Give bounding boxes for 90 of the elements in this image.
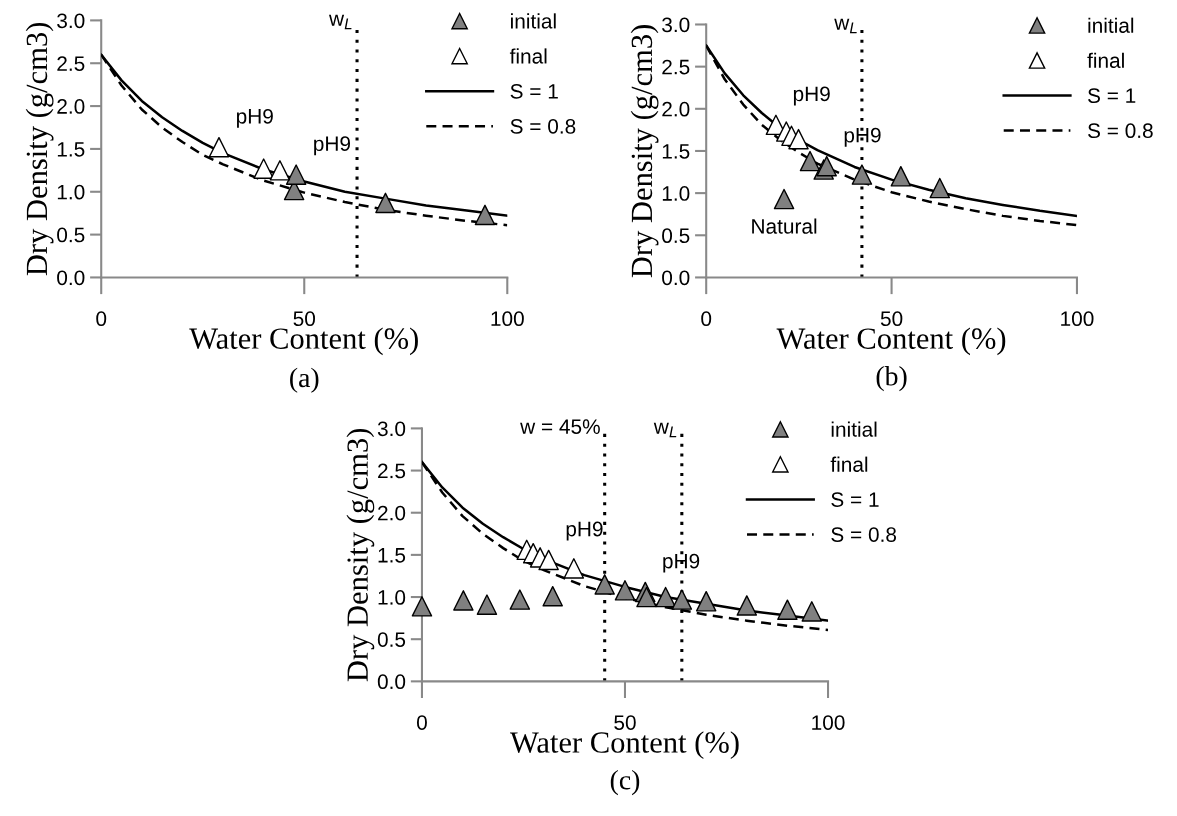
y-tick-label: 3.0 <box>57 13 85 29</box>
point <box>695 590 717 612</box>
y-tick-label: 3.0 <box>377 421 406 437</box>
point <box>671 589 693 610</box>
y-tick-label: 2.0 <box>662 101 690 117</box>
y-tick-label: 1.5 <box>57 142 85 157</box>
point <box>269 160 291 181</box>
y-tick-label: 0.5 <box>57 227 85 243</box>
annotation: pH9 <box>566 521 603 541</box>
x-axis-title: Water Content (%) <box>510 731 739 760</box>
y-tick-label: 0.0 <box>57 270 85 286</box>
annotation: pH9 <box>844 127 881 147</box>
legend-label: final <box>1087 52 1124 68</box>
ref-line-label: w$_{L}$ <box>834 18 857 34</box>
annotation: Natural <box>752 218 817 234</box>
point <box>453 590 474 611</box>
annotation: pH9 <box>663 553 700 573</box>
point <box>655 586 676 608</box>
x-tick-label: 0 <box>416 715 427 730</box>
ref-line-label: w$_{L}$ <box>328 14 352 30</box>
point <box>736 595 758 616</box>
point <box>563 558 585 579</box>
legend-label: S = 0.8 <box>831 527 897 542</box>
y-tick-label: 2.0 <box>57 99 85 114</box>
legend-label: initial <box>1088 17 1134 33</box>
y-tick-label: 2.5 <box>378 463 406 479</box>
x-tick-label: 100 <box>1061 311 1094 327</box>
point <box>801 601 823 622</box>
text: (c) <box>610 769 640 796</box>
point <box>773 188 795 210</box>
x-tick-label: 50 <box>293 311 316 327</box>
y-tick-label: 0.5 <box>377 632 406 647</box>
ref-line-label: w$_{L}$ <box>653 422 677 438</box>
legend-label: initial <box>831 421 877 437</box>
point <box>542 585 563 607</box>
point <box>476 594 498 615</box>
point <box>929 177 951 199</box>
y-tick-label: 3.0 <box>662 17 690 33</box>
legend-label: S = 1 <box>831 492 879 507</box>
y-tick-label: 1.0 <box>662 186 690 201</box>
y-axis-title: Dry Density (g/cm3) <box>25 22 54 276</box>
y-tick-label: 0.0 <box>662 270 690 286</box>
legend-label: S = 1 <box>1088 88 1136 104</box>
y-tick-label: 2.5 <box>57 56 85 71</box>
text: (a) <box>290 367 319 393</box>
y-axis-title: Dry Density (g/cm3) <box>630 25 659 278</box>
point <box>851 164 873 185</box>
annotation: pH9 <box>314 136 351 156</box>
legend-label: final <box>509 48 547 64</box>
annotation: pH9 <box>793 86 830 106</box>
annotation: pH9 <box>236 108 273 128</box>
x-tick-label: 50 <box>614 715 636 730</box>
legend-label: S = 0.8 <box>510 119 576 134</box>
legend-label: S = 0.8 <box>1088 123 1153 139</box>
point <box>799 150 821 172</box>
legend-label: initial <box>511 13 556 29</box>
point <box>777 599 798 620</box>
y-tick-label: 1.0 <box>378 590 406 605</box>
point <box>208 136 230 158</box>
point <box>253 158 274 179</box>
x-tick-label: 0 <box>96 311 107 327</box>
text: (b) <box>876 366 907 392</box>
x-axis-title: Water Content (%) <box>189 327 418 356</box>
legend-label: S = 1 <box>510 83 558 99</box>
x-tick-label: 0 <box>701 311 712 327</box>
point <box>788 128 809 150</box>
point <box>614 580 636 601</box>
ref-line-label: w = 45% <box>520 419 600 434</box>
point <box>890 165 912 187</box>
point <box>375 192 396 214</box>
point <box>636 586 657 608</box>
y-tick-label: 1.5 <box>662 144 690 159</box>
y-tick-label: 0.5 <box>662 228 690 244</box>
y-tick-label: 0.0 <box>377 674 406 690</box>
x-tick-label: 100 <box>812 715 845 730</box>
y-axis-title: Dry Density (g/cm3) <box>346 428 375 682</box>
point <box>411 596 433 617</box>
point <box>285 164 307 185</box>
point <box>474 204 496 226</box>
y-tick-label: 2.0 <box>378 505 406 521</box>
y-tick-label: 1.5 <box>378 548 406 563</box>
x-tick-label: 50 <box>880 311 903 327</box>
x-axis-title: Water Content (%) <box>776 327 1006 356</box>
point <box>538 549 559 571</box>
legend-label: final <box>830 456 868 472</box>
y-tick-label: 2.5 <box>662 59 690 75</box>
point <box>594 574 615 595</box>
x-tick-label: 100 <box>491 311 524 327</box>
y-tick-label: 1.0 <box>57 184 85 200</box>
point <box>509 589 531 610</box>
